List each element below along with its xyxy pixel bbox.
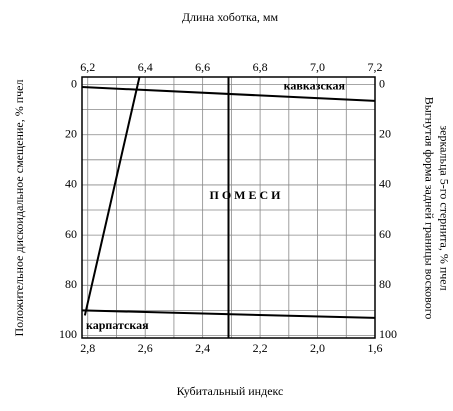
x-tick-label: 6,2 [80, 60, 95, 74]
annotation: П О М Е С И [210, 188, 282, 202]
series-label: карпатская [86, 318, 149, 332]
x2-axis-title: Кубитальный индекс [177, 384, 284, 398]
x2-tick-label: 2,6 [138, 341, 153, 355]
x2-tick-label: 2,8 [80, 341, 95, 355]
x-tick-label: 6,6 [195, 60, 210, 74]
x-tick-label: 6,4 [138, 60, 153, 74]
y2-tick-label: 20 [379, 126, 391, 140]
x-tick-label: 7,0 [310, 60, 325, 74]
y-tick-label: 20 [65, 126, 77, 140]
y-tick-label: 80 [65, 277, 77, 291]
y2-tick-label: 0 [379, 76, 385, 90]
y-tick-label: 40 [65, 177, 77, 191]
x2-tick-label: 1,6 [368, 341, 383, 355]
y2-axis-title: зеркальца 5-го стернита, % пчел [437, 125, 451, 290]
y2-tick-label: 60 [379, 227, 391, 241]
y2-tick-label: 100 [379, 327, 397, 341]
x-tick-label: 7,2 [368, 60, 383, 74]
line-series [81, 309, 376, 319]
series-label: кавказская [284, 79, 346, 93]
y-axis-title: Положительное дискоидальное смещение, % … [12, 80, 26, 337]
x-tick-label: 6,8 [253, 60, 268, 74]
x2-tick-label: 2,0 [310, 341, 325, 355]
x2-tick-label: 2,2 [253, 341, 268, 355]
y2-tick-label: 40 [379, 177, 391, 191]
x2-tick-label: 2,4 [195, 341, 210, 355]
x-axis-title: Длина хоботка, мм [182, 10, 279, 24]
y2-axis-title: Выгнутая форма задней границы воскового [422, 97, 436, 320]
y-tick-label: 100 [59, 327, 77, 341]
y-tick-label: 60 [65, 227, 77, 241]
y2-tick-label: 80 [379, 277, 391, 291]
line-series [83, 76, 141, 316]
y-tick-label: 0 [71, 76, 77, 90]
